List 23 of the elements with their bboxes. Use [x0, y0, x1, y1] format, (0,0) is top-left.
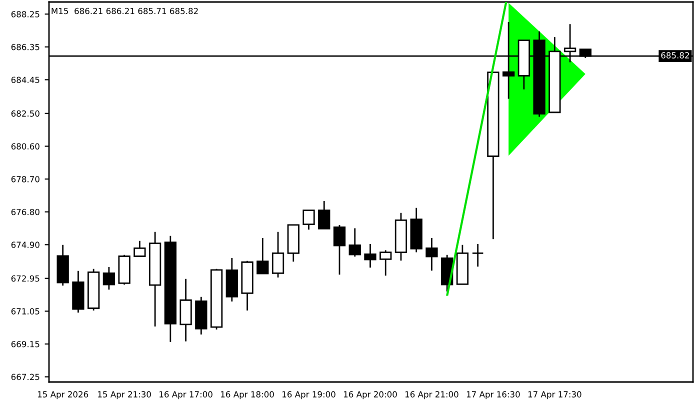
- y-tick-label: 669.15: [11, 340, 40, 348]
- y-tick-label: 674.90: [11, 242, 40, 248]
- x-tick-label: 16 Apr 19:00: [282, 391, 336, 400]
- y-tick-label: 682.50: [11, 110, 40, 117]
- y-tick-label: 688.25: [11, 11, 40, 18]
- y-tick-label: 680.60: [11, 143, 40, 150]
- x-tick-label: 16 Apr 17:00: [160, 391, 212, 400]
- x-tick-label: 15 Apr 2026: [38, 391, 88, 400]
- y-tick-label: 672.95: [11, 275, 40, 282]
- ref-line-label: 685.82: [661, 52, 689, 58]
- y-tick-label: 686.35: [11, 44, 40, 50]
- x-tick-label: 17 Apr 17:30: [528, 391, 582, 400]
- y-tick-label: 671.05: [11, 308, 40, 314]
- x-tick-label: 15 Apr 21:30: [98, 391, 151, 400]
- y-tick-label: 667.25: [11, 374, 40, 380]
- y-tick-label: 678.70: [11, 176, 40, 182]
- x-tick-label: 16 Apr 21:00: [405, 391, 458, 400]
- x-tick-label: 16 Apr 20:00: [344, 391, 397, 400]
- y-tick-label: 684.45: [11, 76, 40, 84]
- y-tick-label: 676.80: [11, 208, 40, 216]
- text: M15 686.21 686.21 685.71 685.82: [52, 8, 198, 14]
- x-tick-label: 17 Apr 16:30: [466, 391, 520, 400]
- x-tick-label: 16 Apr 18:00: [221, 391, 274, 400]
